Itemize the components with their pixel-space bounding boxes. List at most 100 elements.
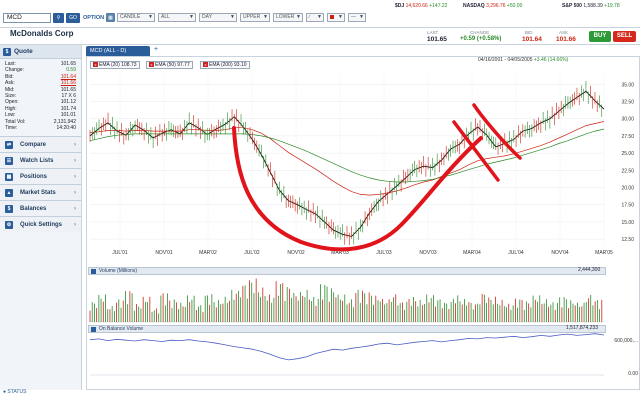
quote-row-label: Low: [5,112,16,119]
last-label: LAST [427,30,439,35]
index-sp500: S&P 500 1,588.39 +19.78 [562,3,620,9]
x-tick-label: JUL'04 [508,250,524,256]
volume-max-label: 2,444,300 [578,267,601,273]
sidebar-item-quick-settings[interactable]: ⚙ Quick Settings › [0,216,81,233]
quote-row-label: High: [5,105,17,112]
quote-row: Last: 101.65 [0,61,81,67]
add-tab-icon[interactable]: + [154,46,159,53]
ema-200-label[interactable]: x EMA (200) 93.10 [200,61,250,69]
quote-bar [0,28,640,45]
annotation-stroke [472,103,522,160]
go-button[interactable]: GO [66,13,80,23]
draw-line-tool[interactable]: ∕ ▼ [306,13,324,22]
y-tick-label: 15.00 [621,220,634,226]
x-tick-label: NOV'04 [551,250,569,256]
interval-select[interactable]: DAY ▼ [199,13,237,22]
quote-row: Total Vol: 2,131,942 [0,119,81,125]
quote-row: Change: 0.59 [0,67,81,73]
watchlist-icon: ☰ [5,157,13,166]
price-chart[interactable]: 35.00 32.50 30.00 27.50 25.00 22.50 20.00 17.50… [86,70,640,390]
bid-label: BID [525,30,533,35]
quote-row: Open: 101.12 [0,99,81,105]
series-line-2 [89,128,605,183]
obv-axis-label: 600,000,... [614,338,638,344]
last-value: 101.65 [427,36,447,43]
sidebar-item-compare[interactable]: ⇄ Compare › [0,136,81,153]
date-range: 04/16/2001 - 04/05/2005 +3.46 (14.66%) [478,57,569,63]
y-tick-label: 32.50 [621,100,634,106]
company-name: McDonalds Corp [10,29,74,38]
option-label[interactable]: OPTION [83,15,105,21]
range-select[interactable]: ALL ▼ [158,13,196,22]
chevron-right-icon: › [74,222,76,229]
quote-panel-title: Quote [14,48,33,55]
sidebar: $ Quote Last: 101.65 Change: 0.59 Bid: 101.64… [0,45,82,390]
quote-row: Ask: 101.66 [0,80,81,86]
close-icon[interactable]: x [149,62,154,67]
positions-icon: ▦ [5,173,13,182]
quote-row-label: Bid: [5,73,14,80]
ema-20-label[interactable]: x EMA (20) 108.73 [90,61,140,69]
quote-icon: $ [3,48,11,56]
ema-50-label[interactable]: x EMA (50) 97.77 [146,61,193,69]
quote-row-value: 14:20:40 [56,124,76,131]
quote-row-value: 101.66 [60,80,76,87]
y-tick-label: 25.00 [621,151,634,157]
chevron-right-icon: › [74,174,76,181]
volume-panel-header: Volume (Millions) [88,267,606,275]
buy-button[interactable]: BUY [589,31,611,42]
sidebar-item-label: Balances [20,206,47,213]
close-icon[interactable]: x [93,62,98,67]
chart-type-select[interactable]: CANDLE ▼ [117,13,155,22]
quote-row-label: Open: [5,99,19,106]
quote-row-label: Total Vol: [5,118,26,125]
chart-type-icon[interactable]: ▦ [106,13,115,22]
chevron-right-icon: › [74,142,76,149]
ticker-input[interactable]: MCD [3,13,51,23]
change-value: +0.59 (+0.58%) [460,36,502,42]
market-stats-icon: ▲ [5,189,13,198]
ask-label: ASK [559,30,569,35]
quote-row-label: Time: [5,124,18,131]
sidebar-item-positions[interactable]: ▦ Positions › [0,168,81,185]
y-tick-label: 35.00 [621,82,634,88]
quote-row-label: Ask: [5,80,15,87]
chart-tabs: MCD (ALL - D) + [86,46,640,56]
quote-row-value: 2,131,942 [53,118,76,125]
trendline-icon: ∕ [309,14,310,20]
sidebar-item-market-stats[interactable]: ▲ Market Stats › [0,184,81,201]
quote-row: High: 101.74 [0,106,81,112]
status-indicator[interactable]: ● STATUS [3,389,27,395]
quote-row-label: Last: [5,61,16,67]
sidebar-item-label: Quick Settings [20,222,63,229]
sidebar-item-watch-lists[interactable]: ☰ Watch Lists › [0,152,81,169]
x-tick-label: JUL'03 [376,250,392,256]
quote-panel-header[interactable]: $ Quote [0,45,81,59]
quote-row: Size: 17 X 6 [0,93,81,99]
x-tick-label: MAR'04 [463,250,481,256]
upper-study-select[interactable]: UPPER ▼ [240,13,270,22]
quote-row-value: 101.64 [60,73,76,80]
tab-mcd-chart[interactable]: MCD (ALL - D) [86,46,150,56]
series-line-0 [89,90,605,237]
annotation-curve [232,126,483,252]
sell-button[interactable]: SELL [613,31,636,42]
balances-icon: $ [5,205,13,214]
quote-details: Last: 101.65 Change: 0.59 Bid: 101.64 Ask: 101.… [0,59,81,131]
sidebar-item-balances[interactable]: $ Balances › [0,200,81,217]
x-tick-label: NOV'02 [287,250,305,256]
search-icon[interactable]: ⚲ [53,13,64,23]
quote-row-value: 0.59 [66,67,76,74]
lower-study-select[interactable]: LOWER ▼ [273,13,303,22]
color-tool[interactable]: ▼ [327,13,345,22]
y-tick-label: 27.50 [621,134,634,140]
line-style-tool[interactable]: — ▼ [348,13,366,22]
sidebar-item-label: Compare [20,142,47,149]
index-dj: $DJ 14,620.66 +147.22 [395,3,448,9]
obv-line [89,333,605,361]
quote-row: Bid: 101.64 [0,74,81,80]
close-icon[interactable]: x [203,62,208,67]
y-tick-label: 22.50 [621,168,634,174]
index-nasdaq: NASDAQ 3,296.76 +50.00 [463,3,523,9]
x-tick-label: JUL'01 [112,250,128,256]
